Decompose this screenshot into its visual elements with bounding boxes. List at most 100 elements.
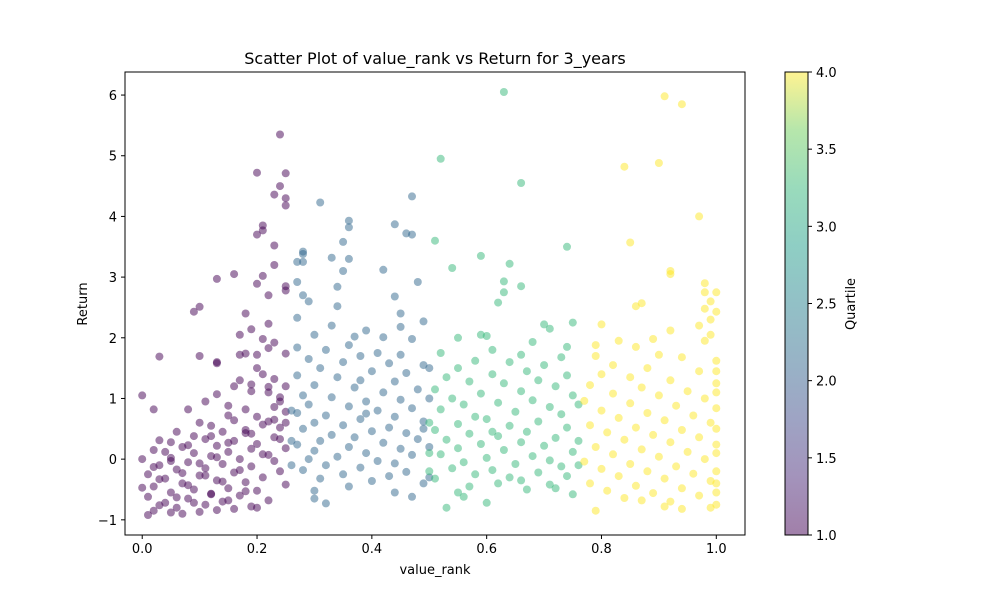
data-point-q4	[597, 406, 606, 415]
data-point-q4	[666, 376, 675, 385]
data-point-q1	[235, 350, 244, 359]
data-point-q3	[545, 324, 554, 333]
data-point-q4	[672, 462, 681, 471]
data-point-q3	[551, 382, 560, 391]
data-point-q1	[189, 449, 198, 458]
data-point-q2	[344, 341, 353, 350]
data-point-q1	[241, 429, 250, 438]
data-point-q1	[270, 457, 279, 465]
data-point-q2	[339, 267, 348, 275]
data-point-q1	[201, 464, 210, 473]
data-point-q1	[189, 432, 198, 441]
data-point-q1	[212, 441, 221, 450]
data-point-q1	[281, 286, 290, 295]
data-point-q1	[276, 423, 284, 432]
data-point-q1	[281, 382, 290, 391]
data-point-q2	[299, 250, 307, 258]
data-point-q2	[362, 326, 371, 335]
data-point-q4	[643, 467, 652, 476]
data-point-q4	[649, 430, 658, 439]
data-point-q4	[700, 394, 709, 403]
data-point-q1	[184, 494, 193, 503]
data-point-q2	[333, 452, 342, 461]
data-point-q2	[287, 461, 296, 470]
data-point-q2	[344, 216, 353, 225]
data-point-q2	[321, 411, 330, 420]
data-point-q4	[712, 440, 721, 449]
data-point-q2	[402, 369, 411, 377]
data-point-q1	[184, 481, 193, 490]
data-point-q3	[511, 407, 520, 416]
data-point-q3	[476, 389, 485, 398]
data-point-q2	[390, 459, 399, 468]
data-point-q4	[706, 315, 715, 324]
data-point-q1	[178, 469, 187, 478]
data-point-q2	[310, 381, 319, 390]
data-point-q2	[350, 383, 359, 392]
data-point-q4	[683, 387, 692, 396]
data-point-q1	[218, 427, 227, 436]
data-point-q3	[528, 396, 537, 405]
data-point-q4	[580, 396, 589, 405]
data-point-q3	[425, 418, 434, 427]
data-point-q2	[310, 446, 319, 455]
data-point-q1	[218, 477, 227, 486]
data-point-q2	[293, 278, 302, 286]
data-point-q1	[264, 496, 273, 505]
data-point-q4	[626, 460, 635, 468]
data-point-q4	[643, 364, 652, 373]
data-point-q1	[270, 338, 279, 347]
x-tick-label: 0.2	[247, 542, 268, 557]
data-point-q1	[264, 450, 273, 459]
data-point-q1	[258, 226, 267, 235]
data-point-q1	[184, 441, 193, 450]
data-point-q1	[138, 391, 147, 400]
data-point-q2	[408, 192, 416, 201]
data-point-q3	[482, 332, 491, 340]
data-point-q2	[321, 345, 330, 354]
data-point-q1	[253, 279, 261, 288]
data-point-q1	[264, 291, 273, 300]
data-point-q4	[591, 443, 600, 451]
data-point-q1	[281, 349, 290, 358]
data-point-q3	[442, 373, 451, 382]
data-point-q1	[201, 471, 210, 480]
data-point-q3	[505, 259, 514, 268]
data-point-q1	[253, 364, 261, 373]
data-point-q1	[195, 471, 204, 480]
data-point-q1	[224, 484, 233, 493]
data-point-q2	[379, 438, 388, 447]
data-point-q4	[620, 494, 629, 502]
data-point-q2	[339, 421, 348, 430]
data-point-q2	[339, 358, 348, 367]
data-point-q4	[712, 424, 721, 433]
data-point-q1	[195, 459, 204, 468]
data-point-q3	[448, 264, 457, 272]
data-point-q2	[299, 424, 307, 433]
data-point-q2	[419, 424, 428, 433]
data-point-q3	[540, 361, 549, 370]
data-point-q3	[436, 450, 445, 459]
data-point-q1	[161, 447, 170, 456]
data-point-q1	[212, 453, 221, 462]
data-point-q1	[270, 403, 279, 411]
data-point-q3	[448, 464, 457, 473]
data-point-q3	[563, 342, 571, 351]
colorbar-tick-label: 4.0	[816, 66, 837, 81]
chart-title: Scatter Plot of value_rank vs Return for…	[244, 49, 626, 69]
data-point-q1	[207, 489, 216, 498]
data-point-q2	[321, 499, 330, 508]
data-point-q1	[270, 241, 279, 250]
data-point-q1	[253, 503, 261, 512]
data-point-q3	[494, 398, 503, 407]
data-point-q3	[557, 353, 566, 362]
data-point-q1	[276, 435, 284, 444]
data-point-q2	[344, 482, 353, 491]
data-point-q4	[700, 288, 709, 297]
data-point-q3	[499, 88, 508, 96]
data-point-q4	[631, 481, 640, 490]
data-point-q1	[247, 325, 256, 334]
data-point-q1	[241, 478, 250, 487]
data-point-q4	[706, 330, 715, 339]
